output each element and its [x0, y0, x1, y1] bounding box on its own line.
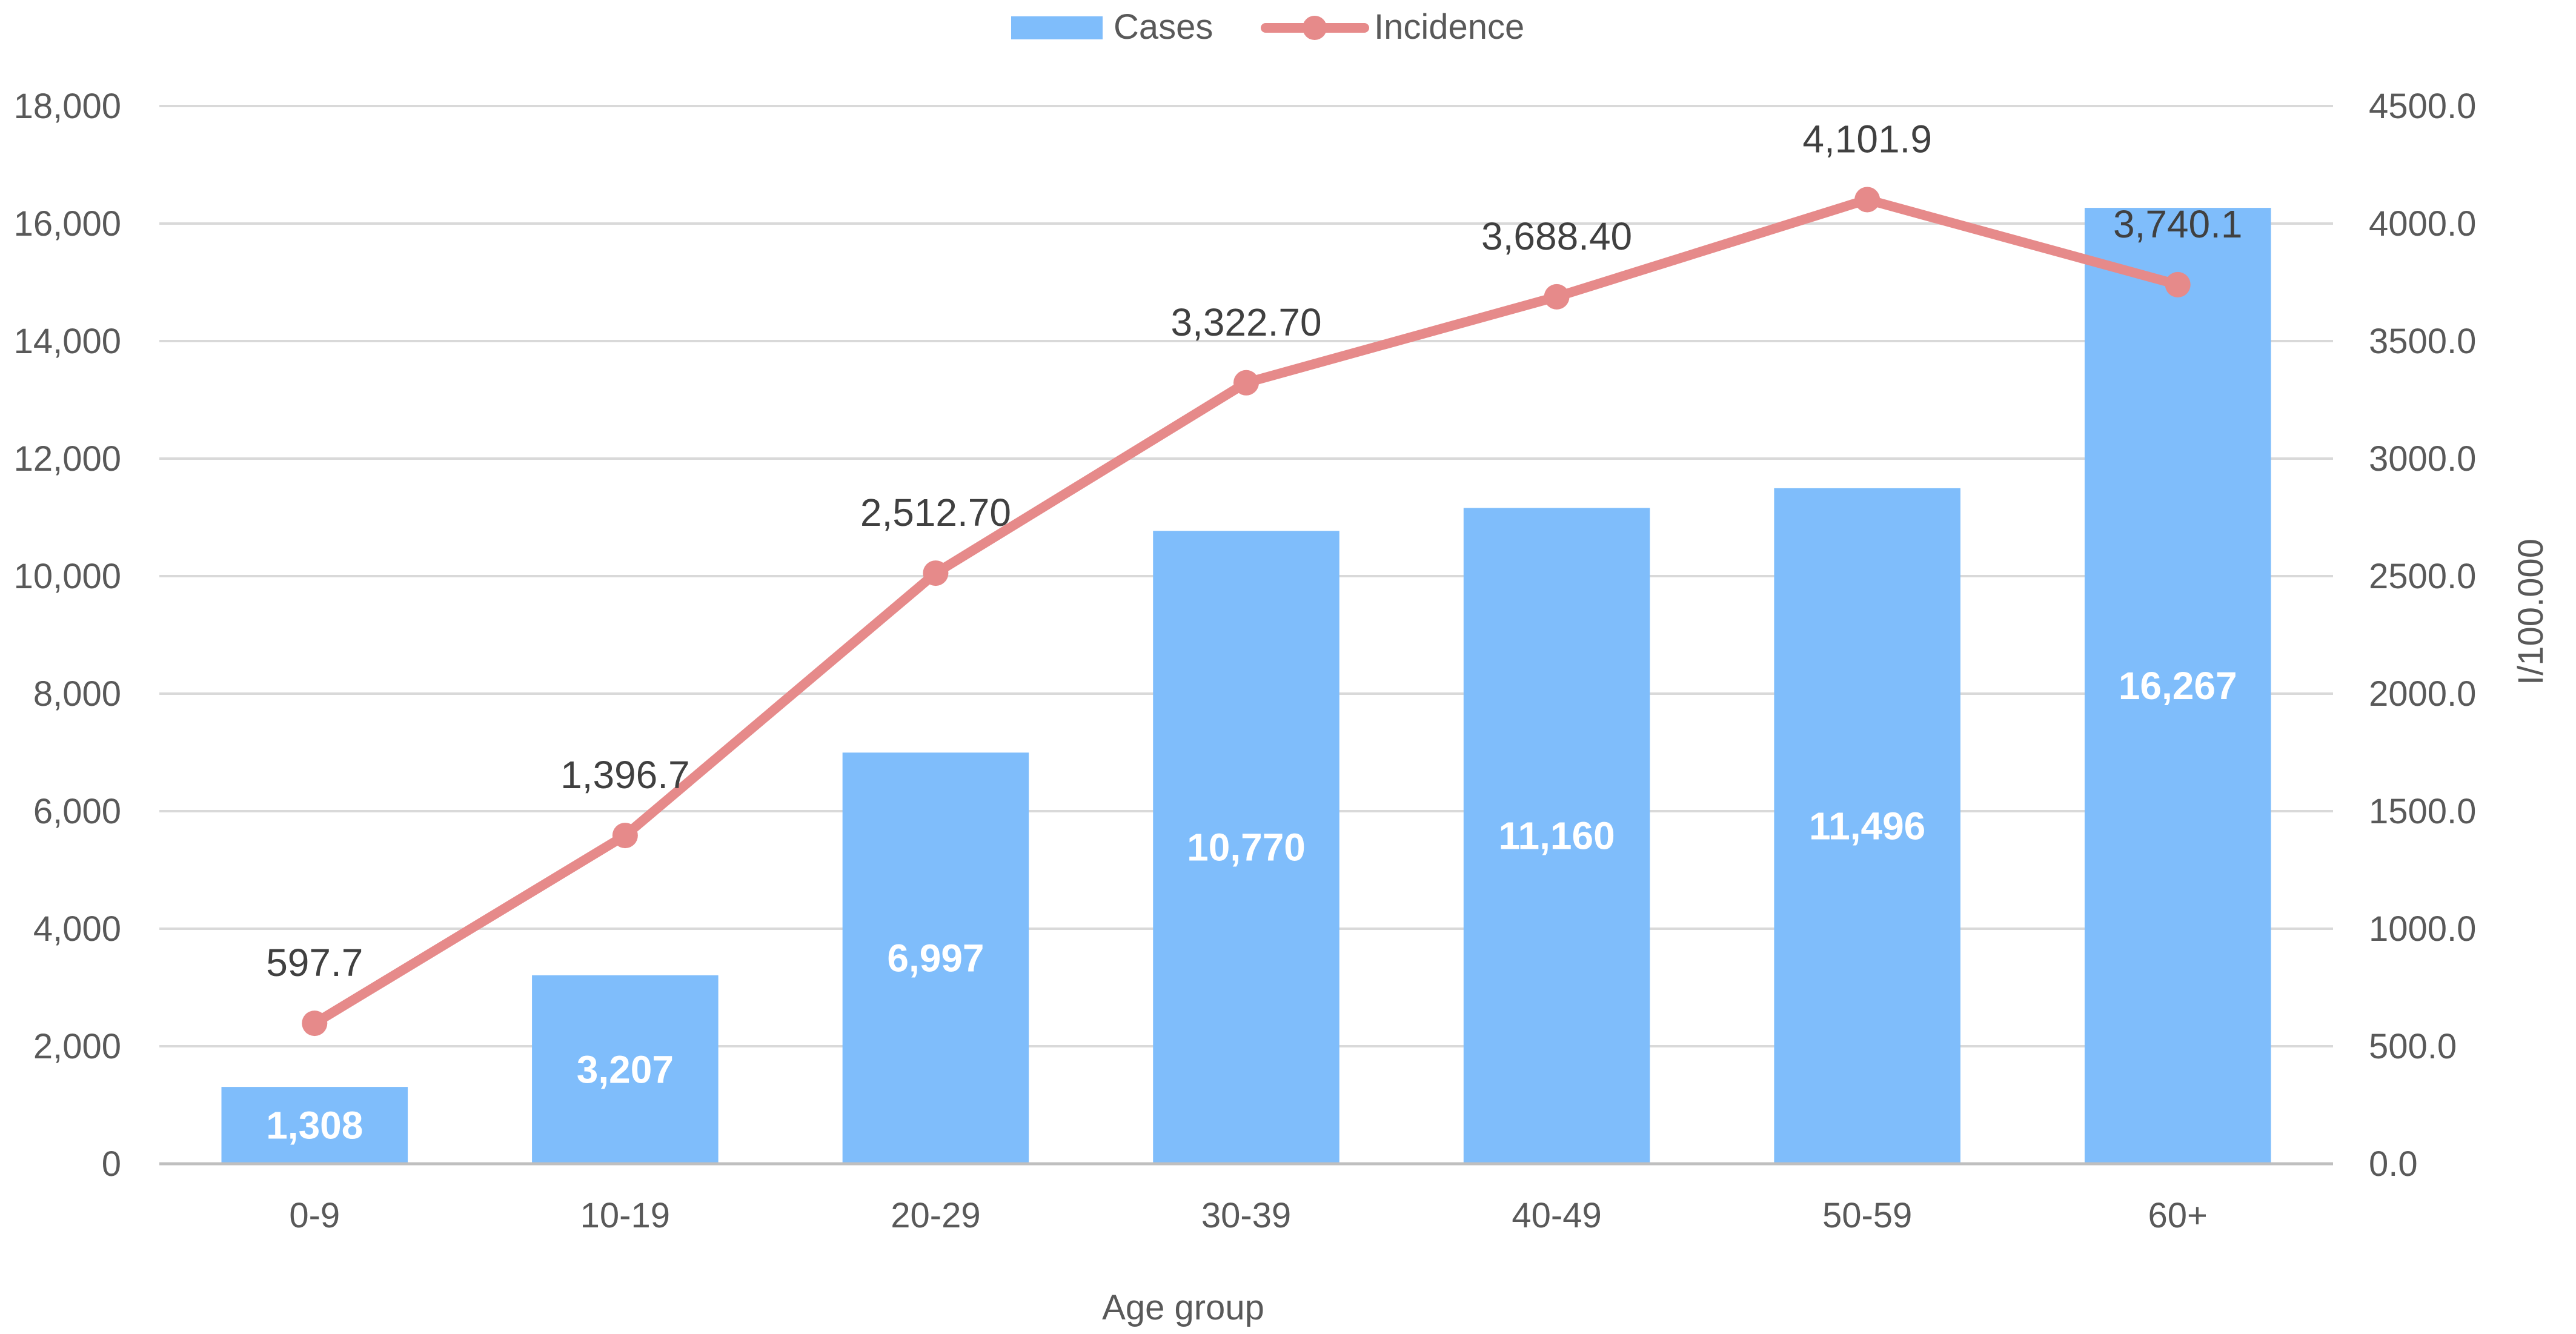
incidence-data-label: 3,688.40	[1481, 214, 1632, 258]
incidence-data-label: 3,322.70	[1170, 300, 1321, 344]
incidence-point	[612, 823, 638, 849]
left-y-tick-label: 8,000	[33, 674, 121, 714]
legend-swatch-incidence-marker	[1303, 16, 1327, 40]
incidence-line-series: 597.7 1,396.7 2,512.70 3,322.70 3,688.40 4,10…	[266, 117, 2243, 1037]
right-y-tick-label: 4000.0	[2369, 204, 2476, 244]
right-y-tick-label: 3500.0	[2369, 322, 2476, 361]
legend-swatch-cases	[1011, 16, 1103, 39]
incidence-data-label: 2,512.70	[860, 491, 1011, 534]
cases-bar	[1153, 531, 1339, 1164]
left-y-tick-label: 18,000	[14, 87, 121, 126]
cases-bar	[532, 975, 719, 1164]
right-y-tick-label: 2500.0	[2369, 557, 2476, 596]
left-y-tick-label: 4,000	[33, 909, 121, 949]
left-y-axis-ticks: 0 2,000 4,000 6,000 8,000 10,000 12,000 14,000 1…	[14, 87, 121, 1184]
legend-label-cases: Cases	[1114, 7, 1213, 47]
legend: Cases Incidence	[1011, 7, 1524, 47]
x-tick-label: 20-29	[891, 1196, 980, 1235]
incidence-point	[1233, 370, 1259, 396]
right-y-axis-title: I/100.000	[2511, 539, 2551, 685]
x-tick-label: 40-49	[1512, 1196, 1601, 1235]
incidence-data-label: 4,101.9	[1802, 117, 1932, 161]
incidence-data-label: 597.7	[266, 941, 363, 984]
cases-bar	[1463, 508, 1650, 1164]
incidence-point	[923, 560, 949, 586]
legend-label-incidence: Incidence	[1374, 7, 1524, 47]
cases-bar	[221, 1087, 408, 1164]
cases-bar	[2084, 208, 2271, 1164]
right-y-tick-label: 3000.0	[2369, 439, 2476, 479]
cases-data-label: 11,496	[1809, 804, 1925, 848]
right-y-tick-label: 0.0	[2369, 1144, 2418, 1184]
cases-data-label: 10,770	[1187, 826, 1306, 869]
x-axis-title: Age group	[1102, 1288, 1264, 1327]
incidence-point	[1854, 187, 1881, 213]
right-y-tick-label: 4500.0	[2369, 87, 2476, 126]
right-y-tick-label: 500.0	[2369, 1027, 2457, 1066]
cases-data-label: 11,160	[1498, 814, 1615, 858]
right-y-tick-label: 1000.0	[2369, 909, 2476, 949]
incidence-point	[302, 1010, 328, 1037]
cases-data-label: 16,267	[2119, 664, 2237, 708]
left-y-tick-label: 10,000	[14, 557, 121, 596]
left-y-tick-label: 16,000	[14, 204, 121, 244]
right-y-tick-label: 2000.0	[2369, 674, 2476, 714]
cases-data-label: 3,207	[577, 1047, 674, 1091]
cases-data-label: 1,308	[266, 1104, 363, 1147]
cases-bar	[842, 752, 1029, 1164]
cases-bar	[1774, 488, 1960, 1164]
left-y-tick-label: 0	[102, 1144, 121, 1184]
incidence-point	[2165, 271, 2191, 297]
incidence-data-label: 1,396.7	[560, 753, 690, 797]
x-tick-label: 60+	[2148, 1196, 2208, 1235]
right-y-tick-label: 1500.0	[2369, 792, 2476, 831]
cases-bars: 1,308 3,207 6,997 10,770 11,160 11,496 16,267	[221, 208, 2271, 1164]
incidence-point	[1544, 284, 1570, 310]
incidence-data-label: 3,740.1	[2113, 202, 2243, 246]
x-tick-label: 0-9	[289, 1196, 340, 1235]
left-y-tick-label: 12,000	[14, 439, 121, 479]
x-tick-label: 10-19	[580, 1196, 670, 1235]
x-tick-label: 30-39	[1201, 1196, 1291, 1235]
right-y-axis-ticks: 0.0 500.0 1000.0 1500.0 2000.0 2500.0 3000.0 35…	[2369, 87, 2476, 1184]
left-y-tick-label: 6,000	[33, 792, 121, 831]
cases-data-label: 6,997	[887, 937, 984, 980]
left-y-tick-label: 2,000	[33, 1027, 121, 1066]
x-tick-label: 50-59	[1822, 1196, 1912, 1235]
left-y-tick-label: 14,000	[14, 322, 121, 361]
x-axis-ticks: 0-9 10-19 20-29 30-39 40-49 50-59 60+	[289, 1196, 2208, 1235]
